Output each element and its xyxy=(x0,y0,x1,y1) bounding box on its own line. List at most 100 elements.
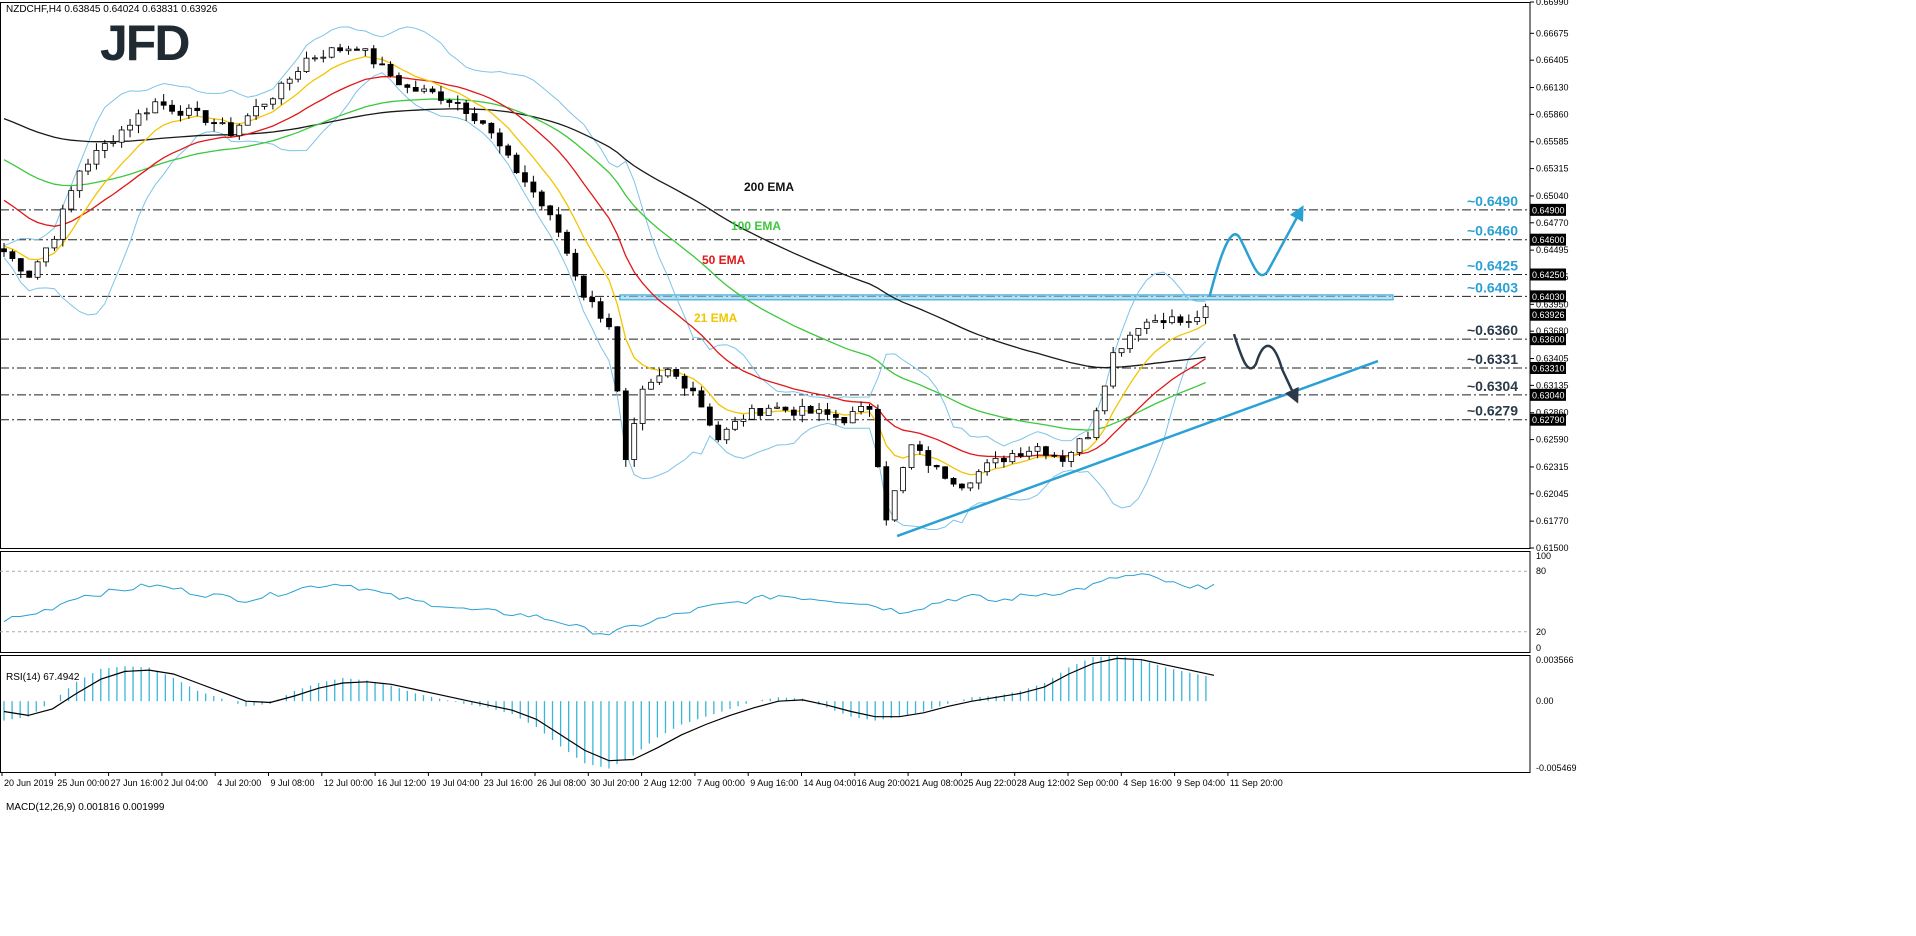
candle-body xyxy=(1068,452,1075,462)
candle-body xyxy=(286,78,293,84)
candle-body xyxy=(1118,348,1125,354)
rsi-axis-label: 80 xyxy=(1536,566,1546,576)
time-axis-label: 2 Sep 00:00 xyxy=(1070,778,1119,788)
labels: ~0.6490 0.64900 ~0.6460 0.64600 ~0.6425 0.642… xyxy=(694,180,1566,426)
level-price-tag xyxy=(1530,413,1566,426)
ema-50-line xyxy=(3,75,1206,458)
panel-frame xyxy=(0,551,1531,653)
candle-body xyxy=(832,414,839,418)
level-price-tag-text: 0.64250 xyxy=(1532,270,1565,280)
candle-body xyxy=(757,408,764,416)
resistance-zone-rect xyxy=(619,294,1394,301)
level-label: ~0.6279 xyxy=(1467,403,1518,419)
level-price-tag xyxy=(1530,388,1566,401)
level-price-tag xyxy=(1530,333,1566,346)
price-axis-label: 0.65315 xyxy=(1536,164,1569,174)
level-price-tag xyxy=(1530,233,1566,246)
candle-body xyxy=(312,57,318,60)
time-axis-label: 9 Sep 04:00 xyxy=(1177,778,1226,788)
level-label: ~0.6304 xyxy=(1467,378,1518,394)
time-axis-label: 4 Sep 16:00 xyxy=(1123,778,1172,788)
candle-body xyxy=(1177,316,1184,323)
candle-body xyxy=(698,390,705,408)
price-axis-label: 0.62045 xyxy=(1536,489,1569,499)
candle-body xyxy=(883,466,890,521)
level-price-tag-text: 0.64030 xyxy=(1532,292,1565,302)
level-label: ~0.6490 xyxy=(1467,193,1518,209)
level-label: ~0.6331 xyxy=(1467,351,1518,367)
candle-body xyxy=(723,428,730,441)
ema-100-line xyxy=(3,98,1206,431)
price-axis-label: 0.66130 xyxy=(1536,83,1569,93)
ema-200-line xyxy=(3,108,1206,369)
bollinger-upper xyxy=(3,26,1206,447)
candle-body xyxy=(85,163,91,172)
candle-body xyxy=(152,101,159,114)
level-price-tag xyxy=(1530,268,1566,281)
time-axis-label: 4 Jul 20:00 xyxy=(217,778,261,788)
candle-body xyxy=(1034,446,1041,452)
candle-body xyxy=(748,408,755,420)
candle-body xyxy=(1043,446,1049,456)
candle-body xyxy=(43,247,49,263)
candle-body xyxy=(404,84,411,88)
candle-body xyxy=(681,375,688,389)
candle-body xyxy=(379,63,386,66)
level-price-tag-text: 0.64600 xyxy=(1532,235,1565,245)
candle-body xyxy=(463,102,470,114)
candle-body xyxy=(975,471,982,484)
candle-body xyxy=(572,252,579,277)
candle-body xyxy=(194,107,201,111)
candle-body xyxy=(1127,334,1133,350)
resistance-zone xyxy=(619,294,1394,301)
candle-body xyxy=(328,47,335,58)
candle-body xyxy=(412,86,419,92)
current-price-text: 0.63926 xyxy=(1532,310,1565,320)
candle-body xyxy=(950,477,957,485)
candle-body xyxy=(370,48,377,65)
level-label: ~0.6403 xyxy=(1467,279,1518,295)
candle-body xyxy=(219,122,226,125)
candle-body xyxy=(908,444,915,469)
candle-body xyxy=(227,122,234,137)
candle-body xyxy=(740,418,747,422)
candle-body xyxy=(1,248,7,253)
candle-body xyxy=(1026,450,1033,457)
candle-body xyxy=(202,110,209,123)
candle-body xyxy=(1001,457,1007,463)
macd-axis-label: -0.005469 xyxy=(1536,763,1577,773)
candle-body xyxy=(110,141,117,144)
time-axis-label: 16 Jul 12:00 xyxy=(377,778,426,788)
price-axis-label: 0.63680 xyxy=(1536,326,1569,336)
candle-body xyxy=(1160,320,1167,324)
time-axis-label: 7 Aug 00:00 xyxy=(697,778,745,788)
candle-body xyxy=(580,275,587,298)
candle-body xyxy=(185,107,192,116)
rsi-axis-label: 20 xyxy=(1536,627,1546,637)
candle-body xyxy=(51,238,58,249)
candle-body xyxy=(454,102,461,104)
candle-body xyxy=(858,406,864,412)
time-axis-label: 21 Aug 08:00 xyxy=(910,778,963,788)
candle-body xyxy=(396,75,402,86)
candle-body xyxy=(177,110,184,116)
candle-body xyxy=(354,48,360,51)
candle-body xyxy=(648,381,654,390)
level-price-tag-text: 0.62790 xyxy=(1532,415,1565,425)
candle-body xyxy=(513,154,520,174)
candles xyxy=(1,43,1209,526)
time-axis-label: 23 Jul 16:00 xyxy=(484,778,533,788)
candle-body xyxy=(269,98,276,105)
rsi-line xyxy=(3,573,1215,636)
level-price-tag-text: 0.63600 xyxy=(1532,335,1565,345)
level-price-tag-text: 0.63040 xyxy=(1532,390,1565,400)
candle-body xyxy=(866,406,873,410)
candle-body xyxy=(1017,453,1024,457)
candle-body xyxy=(555,214,562,233)
candle-body xyxy=(900,467,906,492)
level-price-tag xyxy=(1530,361,1566,374)
level-label: ~0.6360 xyxy=(1467,322,1518,338)
macd-signal-line xyxy=(3,657,1215,762)
current-price-tag xyxy=(1530,308,1566,321)
candle-body xyxy=(345,48,352,52)
